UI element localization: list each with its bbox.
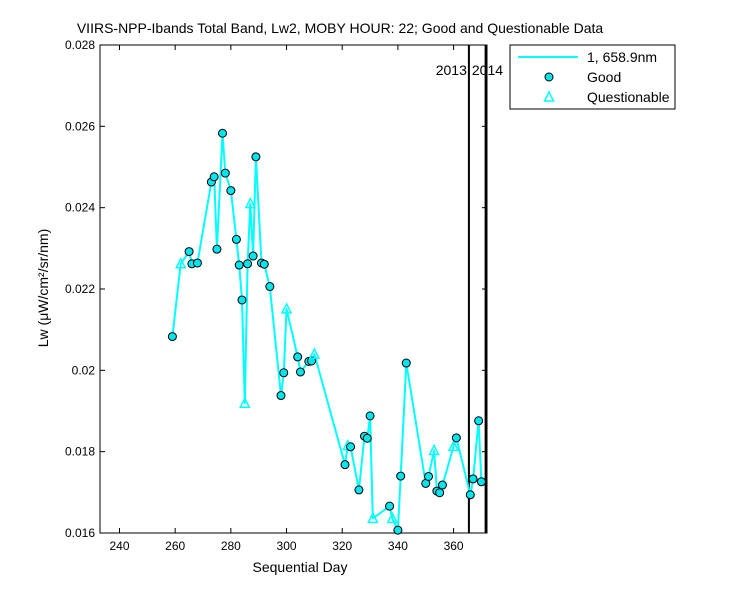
questionable-point bbox=[308, 347, 321, 359]
legend-label: Questionable bbox=[587, 89, 670, 105]
good-point bbox=[365, 411, 375, 421]
good-point bbox=[251, 152, 261, 162]
good-point bbox=[234, 260, 244, 270]
good-point bbox=[167, 332, 177, 342]
good-point bbox=[184, 247, 194, 257]
good-point bbox=[231, 234, 241, 244]
good-point bbox=[401, 358, 411, 368]
x-axis-label: Sequential Day bbox=[253, 559, 348, 575]
x-tick-label: 360 bbox=[444, 539, 464, 553]
questionable-point bbox=[175, 257, 187, 269]
questionable-point bbox=[447, 439, 460, 452]
y-tick-label: 0.026 bbox=[65, 119, 95, 133]
y-tick-label: 0.02 bbox=[72, 363, 96, 377]
questionable-point bbox=[386, 511, 399, 524]
good-point bbox=[218, 128, 228, 138]
x-axis: 240 260 280 300 320 340 360 bbox=[109, 45, 464, 553]
legend-label: 1, 658.9nm bbox=[587, 49, 657, 65]
y-tick-label: 0.024 bbox=[65, 201, 95, 215]
good-point bbox=[226, 186, 236, 196]
good-point bbox=[220, 168, 230, 178]
good-point bbox=[192, 258, 202, 268]
x-tick-label: 340 bbox=[388, 539, 408, 553]
good-point bbox=[259, 259, 269, 269]
good-point bbox=[435, 488, 445, 498]
y-axis: 0.016 0.018 0.02 0.022 0.024 0.026 0.028 bbox=[65, 38, 487, 540]
good-point bbox=[340, 460, 350, 470]
good-point bbox=[465, 490, 475, 500]
legend-triangle-swatch bbox=[543, 90, 555, 102]
year-label-left: 2013 bbox=[436, 62, 467, 78]
good-point bbox=[451, 433, 461, 443]
year-label-right: 2014 bbox=[472, 62, 503, 78]
x-tick-label: 320 bbox=[332, 539, 352, 553]
questionable-point bbox=[428, 443, 440, 456]
good-point bbox=[468, 474, 478, 484]
x-tick-label: 240 bbox=[109, 539, 129, 553]
good-point bbox=[476, 477, 486, 487]
y-tick-label: 0.016 bbox=[65, 526, 95, 540]
good-point bbox=[279, 368, 289, 378]
legend-label: Good bbox=[587, 69, 621, 85]
y-tick-label: 0.022 bbox=[65, 282, 95, 296]
good-point bbox=[396, 471, 406, 481]
good-point bbox=[237, 295, 247, 305]
good-point bbox=[385, 501, 395, 511]
x-tick-label: 260 bbox=[165, 539, 185, 553]
good-point bbox=[243, 259, 253, 269]
good-point bbox=[209, 172, 219, 182]
legend: 1, 658.9nm Good Questionable bbox=[509, 44, 676, 110]
questionable-point bbox=[367, 511, 379, 524]
good-point bbox=[474, 416, 484, 426]
good-point bbox=[424, 471, 434, 481]
good-point bbox=[437, 480, 447, 490]
good-point bbox=[295, 367, 305, 377]
good-point bbox=[346, 442, 356, 452]
good-point bbox=[212, 244, 222, 254]
data-markers bbox=[167, 128, 486, 535]
chart-title: VIIRS-NPP-Ibands Total Band, Lw2, MOBY H… bbox=[77, 20, 604, 36]
questionable-point bbox=[244, 196, 257, 209]
good-point bbox=[393, 525, 403, 535]
questionable-point bbox=[239, 396, 251, 409]
year-dividers: 2013 2014 bbox=[436, 45, 503, 533]
plot-frame bbox=[99, 44, 488, 534]
good-point bbox=[362, 433, 372, 443]
good-point bbox=[307, 356, 317, 366]
y-tick-label: 0.028 bbox=[65, 38, 95, 52]
good-point bbox=[354, 485, 364, 495]
good-point bbox=[276, 391, 286, 401]
good-point bbox=[248, 251, 258, 261]
good-point bbox=[265, 282, 275, 292]
x-tick-label: 300 bbox=[277, 539, 297, 553]
x-tick-label: 280 bbox=[221, 539, 241, 553]
legend-box bbox=[509, 44, 676, 110]
y-axis-label: Lw (μW/cm²/sr/nm) bbox=[35, 229, 51, 348]
y-tick-label: 0.018 bbox=[65, 445, 95, 459]
legend-circle-swatch bbox=[544, 72, 554, 82]
good-point bbox=[293, 352, 303, 362]
questionable-point bbox=[280, 302, 293, 314]
